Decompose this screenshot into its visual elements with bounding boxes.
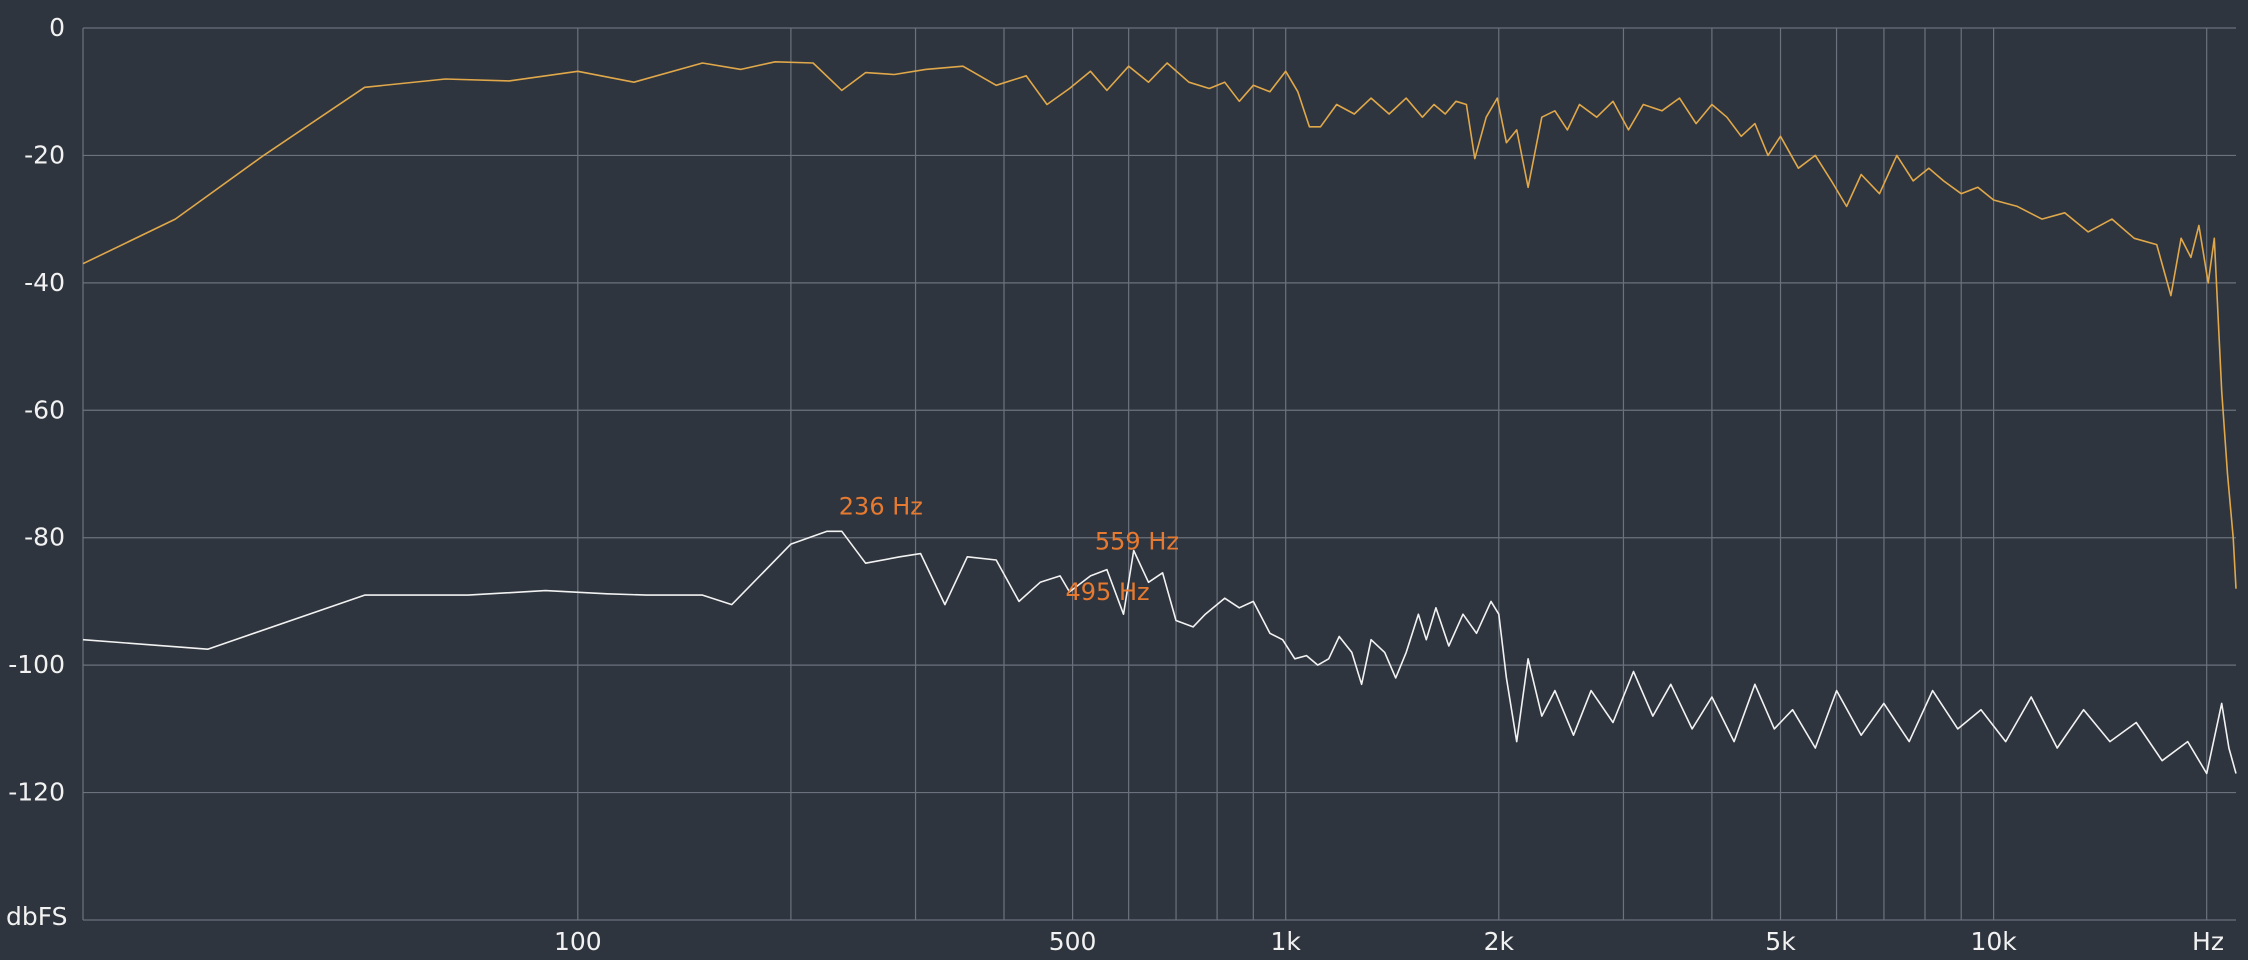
peak-annotation: 495 Hz: [1066, 578, 1150, 606]
y-tick-label: -100: [8, 650, 65, 679]
y-tick-label: -120: [8, 778, 65, 807]
series-line-lower: [82, 530, 2237, 775]
x-unit-label: Hz: [2192, 927, 2224, 956]
peak-annotation: 559 Hz: [1095, 528, 1179, 556]
y-tick-label: 0: [49, 13, 65, 42]
x-tick-label: 5k: [1765, 927, 1796, 956]
peak-annotation: 236 Hz: [839, 492, 923, 520]
series-group: [82, 61, 2237, 775]
x-tick-label: 10k: [1970, 927, 2017, 956]
x-tick-label: 500: [1049, 927, 1097, 956]
series-line-upper: [82, 61, 2237, 589]
x-tick-label: 2k: [1484, 927, 1515, 956]
y-tick-label: -80: [24, 523, 65, 552]
y-tick-label: -20: [24, 140, 65, 169]
y-unit-label: dbFS: [6, 902, 68, 931]
y-tick-label: -40: [24, 268, 65, 297]
y-tick-label: -60: [24, 395, 65, 424]
labels-group: 0 -20 -40 -60 -80 -100 -120 100 500 1k 2k 5k 10k dbFS…: [6, 13, 2224, 956]
x-tick-label: 1k: [1271, 927, 1302, 956]
x-tick-label: 100: [554, 927, 602, 956]
